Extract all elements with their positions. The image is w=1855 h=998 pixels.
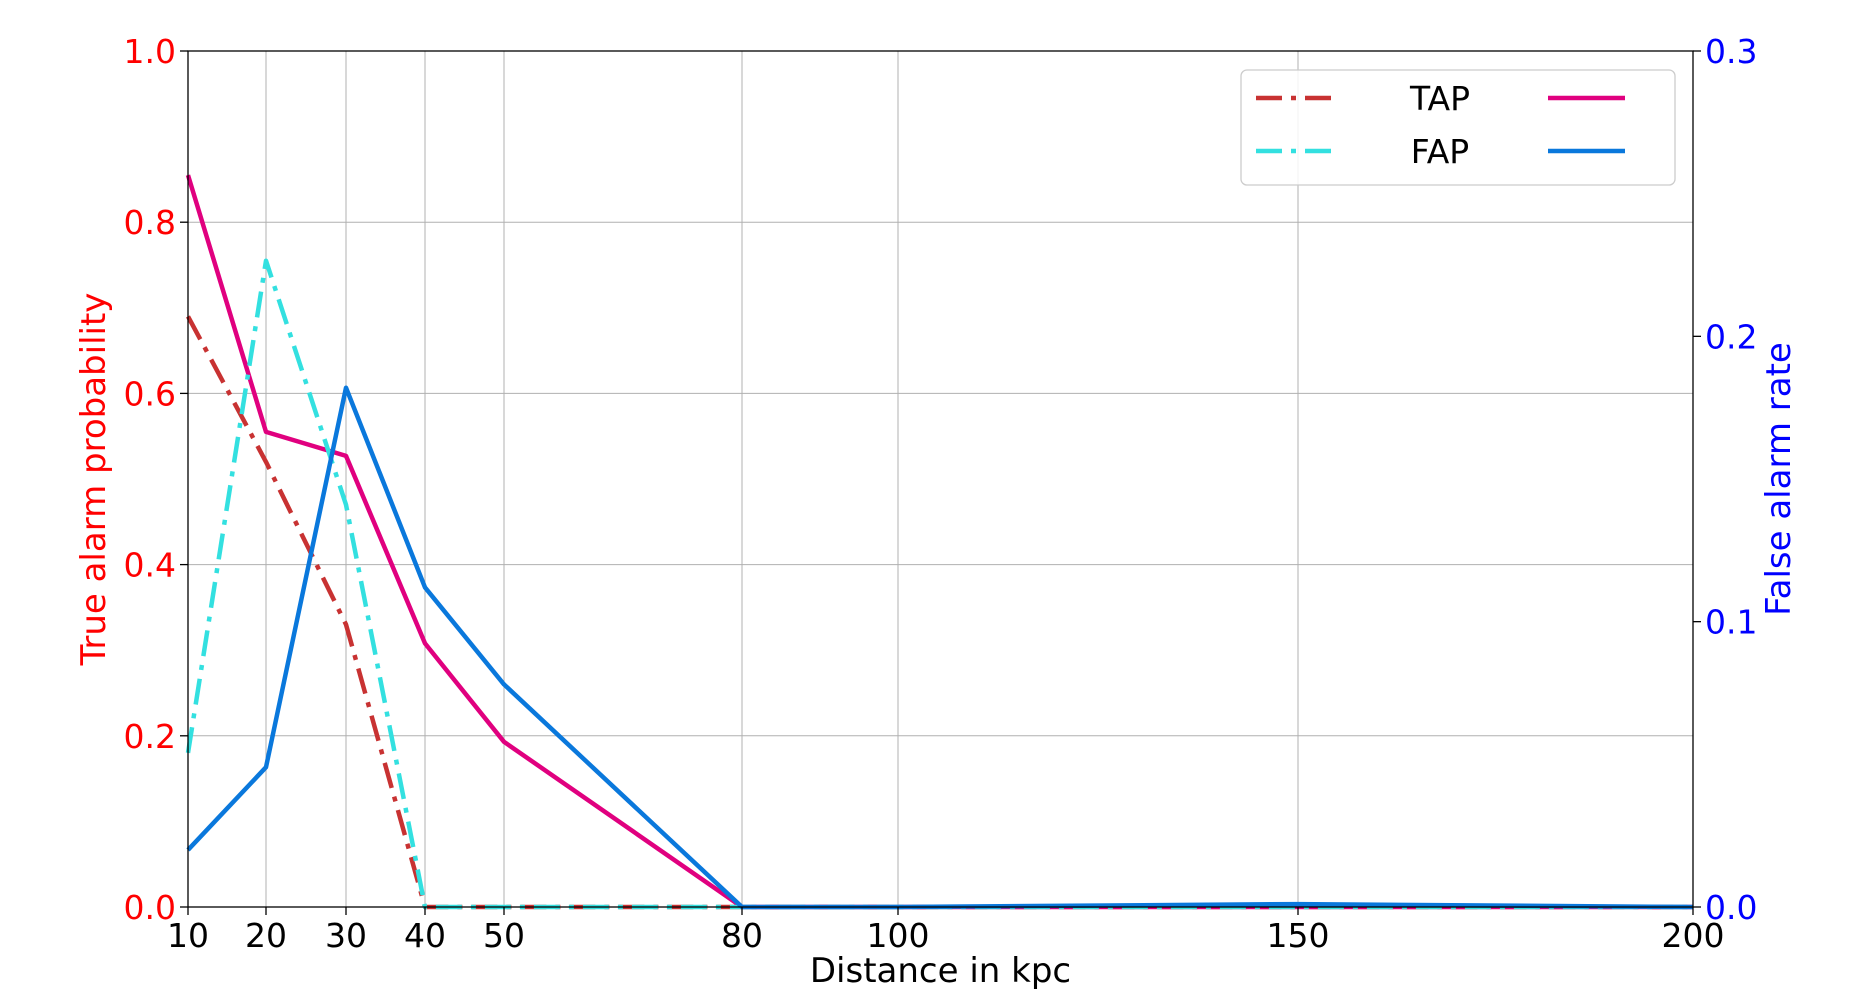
x-tick-label: 100 (867, 916, 930, 955)
legend-label: TAP (1409, 79, 1470, 118)
x-tick-label: 30 (325, 916, 367, 955)
y-left-tick-label: 1.0 (124, 32, 176, 71)
series-line-4 (188, 388, 1693, 907)
y-left-tick-label: 0.0 (124, 888, 176, 927)
y-left-axis-ticks: 0.0 0.2 0.4 0.6 0.8 1.0 (124, 32, 188, 927)
y-left-tick-label: 0.2 (124, 717, 176, 756)
y-left-tick-label: 0.6 (124, 374, 176, 413)
x-tick-label: 80 (721, 916, 763, 955)
x-tick-label: 40 (404, 916, 446, 955)
y-left-tick-label: 0.4 (124, 546, 176, 585)
series-line-2 (188, 175, 1693, 907)
y-right-axis-label: False alarm rate (1759, 342, 1799, 616)
series-line-3 (188, 261, 1693, 907)
x-tick-label: 50 (483, 916, 525, 955)
y-left-tick-label: 0.8 (124, 203, 176, 242)
legend-label: FAP (1411, 132, 1469, 171)
y-right-tick-label: 0.3 (1705, 32, 1757, 71)
x-tick-label: 150 (1267, 916, 1330, 955)
legend: TAP FAP (1241, 70, 1675, 185)
x-axis-label: Distance in kpc (810, 951, 1071, 991)
y-right-tick-label: 0.0 (1705, 888, 1757, 927)
y-left-axis-label: True alarm probability (74, 293, 114, 667)
x-tick-label: 20 (245, 916, 287, 955)
y-right-axis-ticks: 0.0 0.1 0.2 0.3 (1693, 32, 1757, 927)
series-lines (188, 175, 1693, 907)
y-right-tick-label: 0.1 (1705, 603, 1757, 642)
y-right-tick-label: 0.2 (1705, 317, 1757, 356)
